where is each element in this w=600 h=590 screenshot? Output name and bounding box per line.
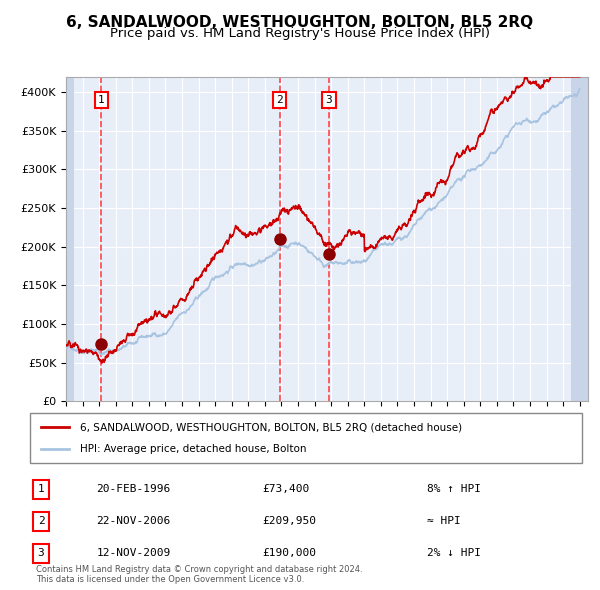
Text: Price paid vs. HM Land Registry's House Price Index (HPI): Price paid vs. HM Land Registry's House …: [110, 27, 490, 40]
Text: 2: 2: [38, 516, 44, 526]
Text: 6, SANDALWOOD, WESTHOUGHTON, BOLTON, BL5 2RQ: 6, SANDALWOOD, WESTHOUGHTON, BOLTON, BL5…: [67, 15, 533, 30]
Text: HPI: Average price, detached house, Bolton: HPI: Average price, detached house, Bolt…: [80, 444, 306, 454]
Text: ≈ HPI: ≈ HPI: [427, 516, 461, 526]
Text: 1: 1: [98, 95, 104, 105]
Text: 3: 3: [326, 95, 332, 105]
Text: £73,400: £73,400: [262, 484, 309, 494]
Text: 2: 2: [277, 95, 283, 105]
Text: 2% ↓ HPI: 2% ↓ HPI: [427, 548, 481, 558]
Text: 3: 3: [38, 548, 44, 558]
Text: 1: 1: [38, 484, 44, 494]
Text: 8% ↑ HPI: 8% ↑ HPI: [427, 484, 481, 494]
Text: 12-NOV-2009: 12-NOV-2009: [96, 548, 170, 558]
Bar: [66, 77, 74, 401]
Text: £209,950: £209,950: [262, 516, 316, 526]
Text: 22-NOV-2006: 22-NOV-2006: [96, 516, 170, 526]
FancyBboxPatch shape: [30, 413, 582, 463]
Text: Contains HM Land Registry data © Crown copyright and database right 2024.
This d: Contains HM Land Registry data © Crown c…: [36, 565, 362, 584]
Text: 6, SANDALWOOD, WESTHOUGHTON, BOLTON, BL5 2RQ (detached house): 6, SANDALWOOD, WESTHOUGHTON, BOLTON, BL5…: [80, 422, 462, 432]
Text: 20-FEB-1996: 20-FEB-1996: [96, 484, 170, 494]
Text: £190,000: £190,000: [262, 548, 316, 558]
